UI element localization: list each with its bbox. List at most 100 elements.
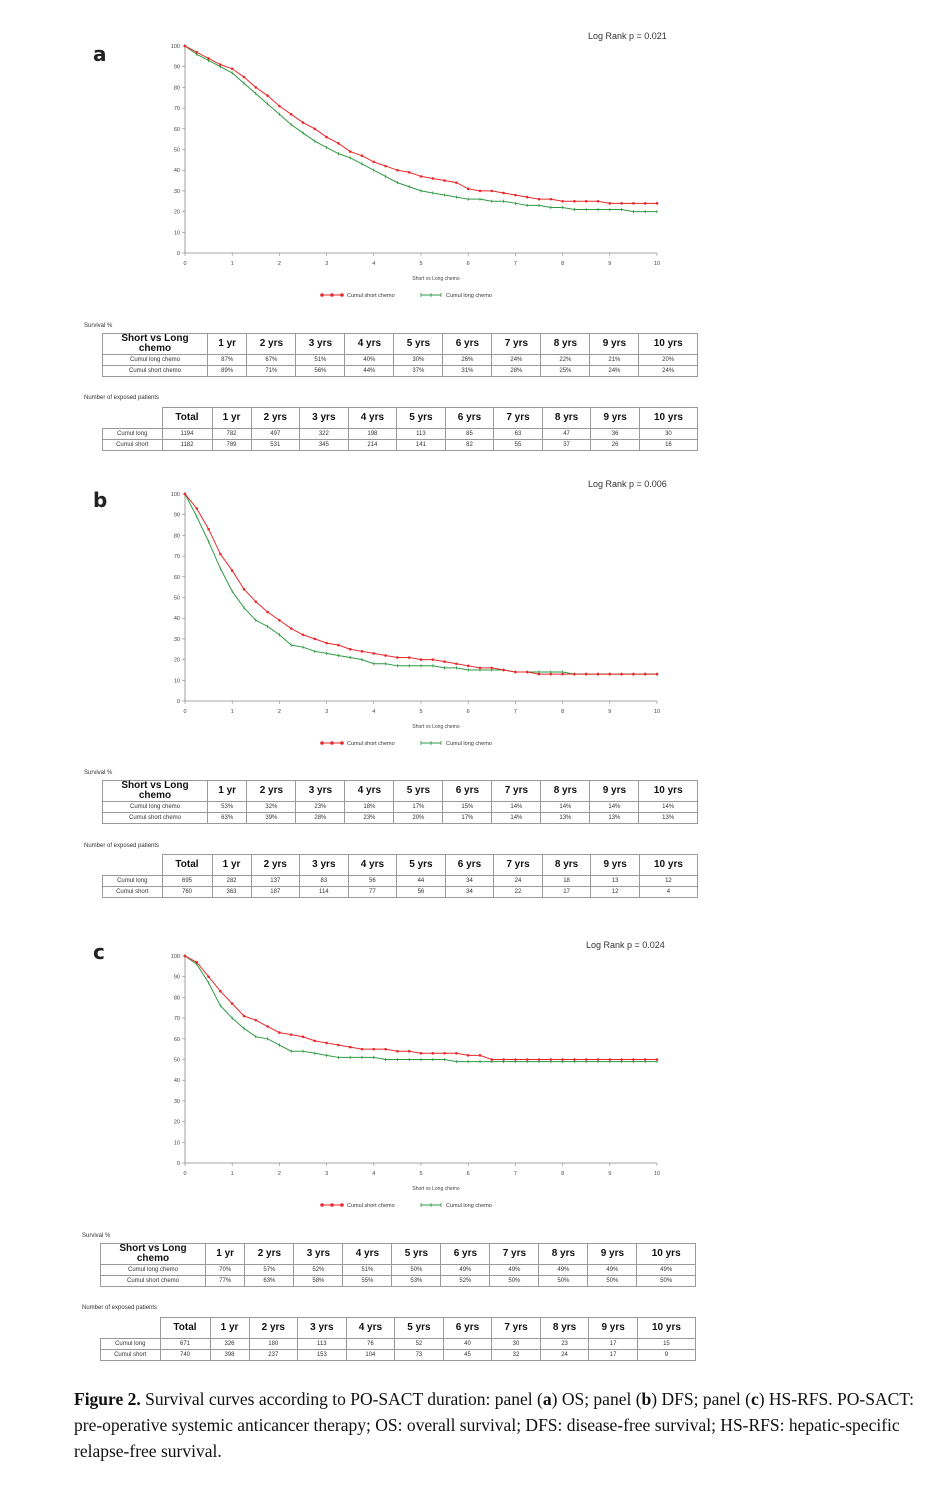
table-cell: 214 <box>347 439 398 451</box>
table-cell: 114 <box>299 886 349 898</box>
table-cell: 180 <box>248 1338 299 1350</box>
data-point <box>360 650 364 653</box>
data-point <box>254 86 258 89</box>
table-cell: 16 <box>638 439 699 451</box>
data-point <box>289 627 293 630</box>
table-header-cell: 6 yrs <box>442 780 493 802</box>
data-point <box>561 199 564 203</box>
caption-panel-b: b <box>641 1389 652 1409</box>
table-header-cell: Total <box>159 1317 211 1339</box>
table-row: Cumul long 671 326 180 113 76 52 40 30 23 17 15 <box>100 1338 697 1350</box>
table-header-cell: 10 yrs <box>636 1317 697 1339</box>
km-chart: 0 10 20 30 40 50 60 70 80 90 100 0 1 2 3 4 5 6 7 8 9 10 Short … <box>171 954 660 1209</box>
data-point <box>466 664 470 668</box>
y-tick-label: 20 <box>174 1120 180 1126</box>
x-tick-label: 6 <box>467 261 470 267</box>
table-header-row: Total 1 yr 2 yrs 3 yrs 4 yrs 5 yrs 6 yrs 7 yrs 8… <box>102 854 699 876</box>
data-point <box>219 552 222 556</box>
data-point <box>584 1058 588 1061</box>
table-cell: 24% <box>589 365 640 377</box>
x-tick-label: 4 <box>372 1171 375 1177</box>
data-point <box>207 975 210 978</box>
table-row: Cumul short 760 363 187 114 77 56 34 22 17 12 4 <box>102 886 699 898</box>
data-point <box>360 154 364 158</box>
x-tick-label: 5 <box>419 261 422 267</box>
table-row: Cumul long chemo 87% 67% 51% 40% 30% 26% 24% 22%… <box>102 354 698 366</box>
table-cell: 13% <box>540 812 591 824</box>
table-header-cell: 10 yrs <box>636 1243 696 1265</box>
exposed-label: Number of exposed patients <box>84 843 160 849</box>
legend-label: Cumul short chemo <box>347 741 395 747</box>
data-point <box>254 1018 258 1022</box>
legend-label: Cumul short chemo <box>347 1203 395 1209</box>
table-cell: 58% <box>293 1275 344 1287</box>
table-cell: 4 <box>638 886 699 898</box>
data-point <box>632 1058 635 1061</box>
log-rank-text: Log Rank p = 0.021 <box>588 31 667 41</box>
table-row: Cumul long 695 282 137 83 56 44 34 24 18 13 12 <box>102 875 699 887</box>
data-point <box>466 1054 470 1057</box>
table-cell: 1194 <box>161 428 213 440</box>
data-point <box>301 633 305 637</box>
data-point <box>207 527 210 531</box>
data-point <box>348 647 352 651</box>
x-tick-label: 4 <box>372 261 375 267</box>
table-header-cell: 4 yrs <box>347 407 398 429</box>
table-header-cell: 6 yrs <box>442 1317 493 1339</box>
table-cell: 53% <box>206 801 248 813</box>
y-tick-label: 30 <box>174 637 180 643</box>
table-cell: 50% <box>636 1275 696 1287</box>
y-tick-label: 0 <box>177 699 180 705</box>
table-header-cell: Short vs Long chemo <box>102 780 208 802</box>
data-point <box>502 191 505 195</box>
table-cell: 12 <box>638 875 699 887</box>
table-cell: 73 <box>394 1349 444 1361</box>
table-cell: 37% <box>393 365 444 377</box>
data-point <box>431 177 435 180</box>
data-point <box>537 672 541 676</box>
row-label: Cumul long <box>100 1338 161 1350</box>
table-cell: 53% <box>391 1275 442 1287</box>
series-line <box>184 45 657 213</box>
data-point <box>219 63 222 66</box>
data-point <box>266 94 269 97</box>
caption-text: ) OS; panel ( <box>551 1389 642 1409</box>
table-header-cell: 8 yrs <box>540 333 591 355</box>
data-point <box>254 600 258 603</box>
survival-table: Short vs Long chemo 1 yr 2 yrs 3 yrs 4 yrs 5 … <box>102 333 698 377</box>
x-tick-label: 5 <box>419 1171 422 1177</box>
table-cell: 137 <box>250 875 301 887</box>
data-point <box>549 197 553 201</box>
table-header-cell: 7 yrs <box>493 407 543 429</box>
exposed-label: Number of exposed patients <box>82 1305 158 1311</box>
table-cell: 82 <box>444 439 495 451</box>
table-cell: 15% <box>442 801 493 813</box>
x-tick-label: 6 <box>467 1171 470 1177</box>
data-point <box>396 656 399 659</box>
series-line <box>184 45 657 204</box>
table-cell: 34 <box>444 886 495 898</box>
table-header-cell: 1 yr <box>211 854 252 876</box>
caption-text: ) DFS; panel ( <box>651 1389 751 1409</box>
table-cell: 14% <box>589 801 640 813</box>
panel-a: a Log Rank p = 0.021 0 10 20 30 40 50 60 70 80 90… <box>0 0 952 465</box>
table-cell: 187 <box>250 886 301 898</box>
panel-label: b <box>93 488 108 512</box>
figure-caption: Figure 2. Survival curves according to P… <box>74 1386 934 1464</box>
table-cell: 21% <box>589 354 640 366</box>
table-cell: 24% <box>638 365 698 377</box>
table-header-cell: 5 yrs <box>396 407 446 429</box>
table-header-cell: 3 yrs <box>297 1317 347 1339</box>
table-cell: 50% <box>489 1275 540 1287</box>
data-point <box>242 75 246 79</box>
table-cell: 14% <box>540 801 591 813</box>
row-label: Cumul short chemo <box>102 365 208 377</box>
table-header-row: Short vs Long chemo 1 yr 2 yrs 3 yrs 4 yrs 5 … <box>100 1243 696 1265</box>
table-row: Cumul long chemo 53% 32% 23% 18% 17% 15% 14% 14%… <box>102 801 698 813</box>
table-header-cell: 10 yrs <box>638 780 698 802</box>
table-cell: 51% <box>342 1264 393 1276</box>
table-header-cell: 2 yrs <box>246 780 297 802</box>
data-point <box>325 1041 328 1045</box>
data-point <box>502 1058 505 1061</box>
row-label: Cumul long <box>102 875 163 887</box>
